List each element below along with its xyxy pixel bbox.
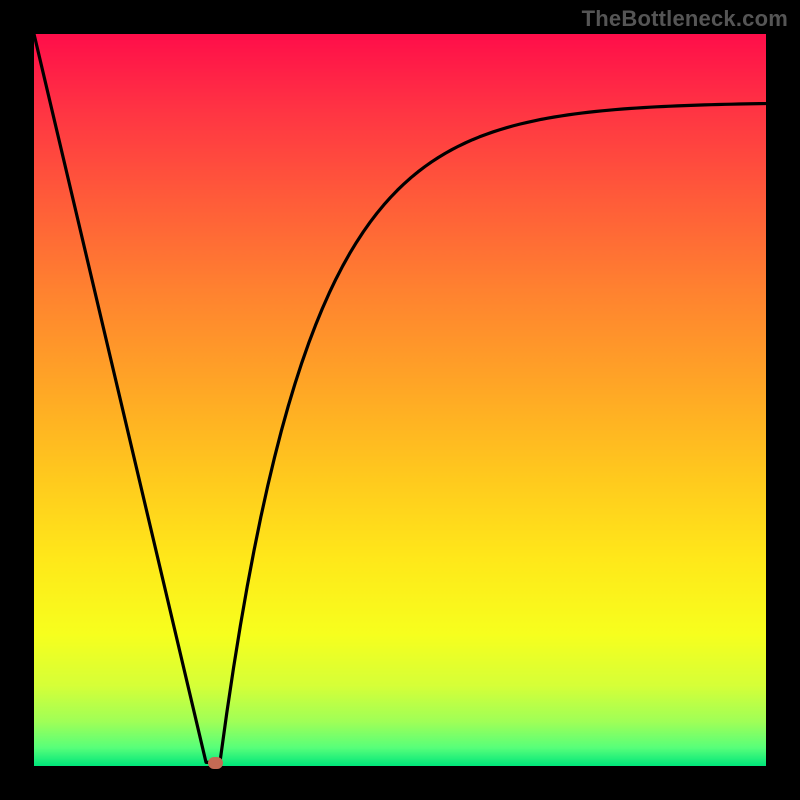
curve-overlay — [34, 34, 766, 766]
watermark-text: TheBottleneck.com — [582, 6, 788, 32]
plot-area — [34, 34, 766, 766]
chart-container: TheBottleneck.com — [0, 0, 800, 800]
bottleneck-curve — [34, 34, 766, 762]
optimal-point-marker — [208, 757, 223, 769]
